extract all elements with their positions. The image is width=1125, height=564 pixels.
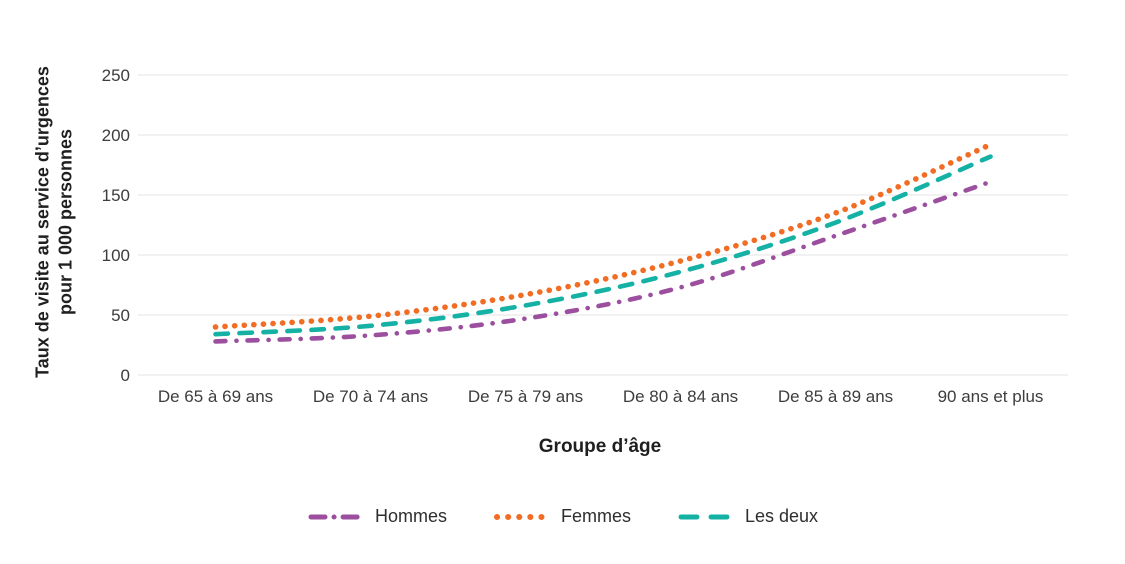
series-line-les-deux xyxy=(213,154,993,337)
y-tick-label-100: 100 xyxy=(101,246,130,265)
x-axis-title: Groupe d’âge xyxy=(538,436,662,457)
x-tick-label-2: De 75 à 79 ans xyxy=(467,387,584,406)
y-tick-label-50: 50 xyxy=(111,306,130,325)
legend-swatch-dotted-icon xyxy=(493,513,550,520)
x-tick-label-5: 90 ans et plus xyxy=(937,387,1044,406)
x-tick-label-1: De 70 à 74 ans xyxy=(312,387,429,406)
legend-label: Femmes xyxy=(560,506,631,526)
y-tick-label-150: 150 xyxy=(101,186,130,205)
series-line-femmes xyxy=(212,141,994,330)
x-tick-label-3: De 80 à 84 ans xyxy=(622,387,739,406)
y-axis-title: Taux de visite au service d’urgences pou… xyxy=(32,66,79,378)
y-tick-label-250: 250 xyxy=(101,66,130,85)
plot-area xyxy=(138,74,1068,376)
legend-label: Hommes xyxy=(374,506,447,526)
legend-item-femmes: Femmes xyxy=(493,506,631,527)
series-line-hommes xyxy=(213,179,993,344)
legend-swatch-dash-dot-icon xyxy=(308,514,364,519)
legend-label: Les deux xyxy=(744,506,819,526)
y-axis-title-line1: Taux de visite au service d’urgences xyxy=(32,66,53,378)
y-tick-label-0: 0 xyxy=(120,366,130,385)
legend-swatch-dashed-icon xyxy=(678,514,734,519)
chart-legend: Hommes Femmes Les deux xyxy=(0,506,1125,527)
y-axis-title-line2: pour 1 000 personnes xyxy=(56,128,76,316)
x-tick-label-0: De 65 à 69 ans xyxy=(157,387,274,406)
x-tick-label-4: De 85 à 89 ans xyxy=(777,387,894,406)
y-tick-label-200: 200 xyxy=(101,126,130,145)
legend-item-hommes: Hommes xyxy=(307,506,447,527)
legend-item-les-deux: Les deux xyxy=(677,506,818,527)
